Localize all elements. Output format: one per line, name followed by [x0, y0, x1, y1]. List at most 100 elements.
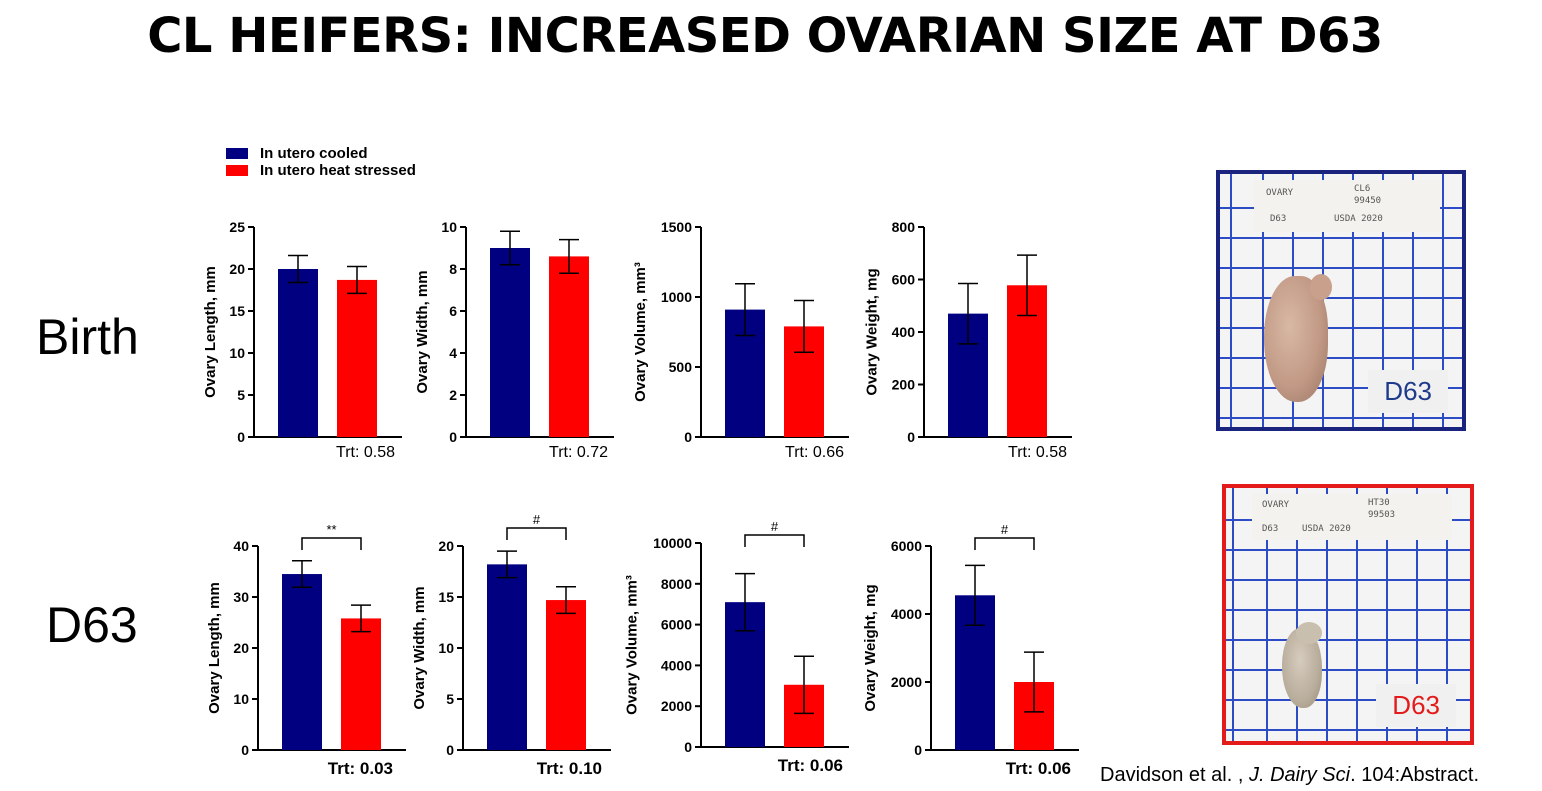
specimen-card: OVARY CL6 99450 D63 USDA 2020	[1254, 180, 1440, 232]
y-axis-label: Ovary Width, mm	[411, 586, 428, 709]
card-line-3: 99450	[1354, 196, 1382, 206]
legend-swatch-heat-stressed	[226, 165, 248, 176]
slide-title: CL HEIFERS: INCREASED OVARIAN SIZE AT D6…	[147, 8, 1383, 64]
y-tick-label: 1500	[661, 219, 692, 235]
y-tick-label: 20	[229, 261, 245, 277]
bar-heat-stressed	[549, 256, 589, 437]
y-tick-label: 15	[229, 303, 245, 319]
ovary-photo-heat-stressed: OVARY HT30 99503 D63 USDA 2020 D63	[1222, 484, 1474, 745]
y-tick-label: 1000	[661, 289, 692, 305]
ovary-photo-cooled: OVARY CL6 99450 D63 USDA 2020 D63	[1216, 170, 1466, 431]
y-tick-label: 10000	[653, 535, 692, 551]
y-tick-label: 30	[233, 589, 249, 605]
y-tick-label: 5	[446, 691, 454, 707]
y-tick-label: 10	[229, 345, 245, 361]
y-tick-label: 400	[892, 324, 916, 340]
card-line-4: D63	[1270, 214, 1287, 224]
y-tick-label: 10	[233, 691, 249, 707]
y-tick-label: 6	[449, 303, 457, 319]
bar-heat-stressed	[546, 600, 586, 750]
significance-marker: #	[771, 519, 779, 534]
card-line-4: D63	[1262, 524, 1279, 534]
legend-label-heat-stressed: In utero heat stressed	[260, 162, 416, 179]
y-axis-label: Ovary Volume, mm³	[624, 575, 641, 715]
treatment-p-value: Trt: 0.66	[785, 444, 844, 461]
significance-marker: #	[533, 512, 541, 527]
significance-bracket	[974, 537, 1035, 550]
y-tick-label: 4000	[661, 657, 692, 673]
y-tick-label: 0	[684, 739, 692, 755]
y-tick-label: 10	[441, 219, 457, 235]
y-tick-label: 5	[237, 387, 245, 403]
y-tick-label: 0	[241, 742, 249, 758]
bar-heat-stressed	[337, 279, 377, 437]
specimen-card: OVARY HT30 99503 D63 USDA 2020	[1252, 494, 1452, 540]
y-tick-label: 25	[229, 219, 245, 235]
citation-authors: Davidson et al. ,	[1100, 764, 1249, 786]
y-tick-label: 2	[449, 387, 457, 403]
y-tick-label: 4000	[891, 606, 922, 622]
bar-cooled	[278, 269, 318, 437]
photo-day-label: D63	[1376, 684, 1456, 727]
card-line-5: USDA 2020	[1334, 214, 1383, 224]
treatment-p-value: Trt: 0.10	[537, 759, 602, 778]
bar-cooled	[282, 574, 322, 750]
y-tick-label: 6000	[891, 538, 922, 554]
card-line-1: OVARY	[1262, 500, 1290, 510]
y-tick-label: 0	[907, 429, 915, 445]
ovary-specimen-lobe	[1310, 274, 1332, 300]
y-tick-label: 800	[892, 219, 916, 235]
treatment-p-value: Trt: 0.03	[328, 759, 393, 778]
y-tick-label: 40	[233, 538, 249, 554]
treatment-p-value: Trt: 0.06	[778, 756, 843, 775]
card-line-3: 99503	[1368, 510, 1396, 520]
significance-bracket	[506, 527, 567, 540]
y-axis-label: Ovary Weight, mg	[862, 584, 879, 711]
y-tick-label: 0	[237, 429, 245, 445]
y-axis-label: Ovary Volume, mm³	[632, 262, 649, 402]
card-line-5: USDA 2020	[1302, 524, 1351, 534]
y-tick-label: 0	[914, 742, 922, 758]
y-axis-label: Ovary Length, mm	[202, 266, 219, 398]
y-tick-label: 500	[669, 359, 693, 375]
card-line-1: OVARY	[1266, 188, 1294, 198]
y-axis-label: Ovary Width, mm	[414, 270, 431, 393]
photo-day-label: D63	[1368, 370, 1448, 413]
bar-heat-stressed	[341, 618, 381, 750]
legend-item-heat-stressed: In utero heat stressed	[226, 162, 416, 179]
legend: In utero cooled In utero heat stressed	[226, 145, 416, 179]
row-label-d63: D63	[46, 597, 138, 653]
card-line-2: HT30	[1368, 498, 1390, 508]
treatment-p-value: Trt: 0.72	[549, 444, 608, 461]
legend-item-cooled: In utero cooled	[226, 145, 416, 162]
ovary-specimen-lobe	[1296, 622, 1322, 644]
y-tick-label: 15	[438, 589, 454, 605]
y-tick-label: 0	[449, 429, 457, 445]
significance-bracket	[744, 534, 805, 547]
y-tick-label: 0	[446, 742, 454, 758]
treatment-p-value: Trt: 0.06	[1006, 759, 1071, 778]
citation-journal: J. Dairy Sci	[1248, 764, 1351, 786]
legend-label-cooled: In utero cooled	[260, 145, 368, 162]
y-tick-label: 20	[438, 538, 454, 554]
significance-marker: **	[326, 522, 336, 537]
y-tick-label: 4	[449, 345, 457, 361]
y-axis-label: Ovary Weight, mg	[864, 268, 881, 395]
y-axis-label: Ovary Length, mm	[206, 582, 223, 714]
significance-bracket	[301, 537, 362, 550]
y-tick-label: 8000	[661, 576, 692, 592]
y-tick-label: 20	[233, 640, 249, 656]
card-line-2: CL6	[1354, 184, 1371, 194]
citation-rest: . 104:Abstract.	[1350, 764, 1480, 786]
citation: Davidson et al. , J. Dairy Sci. 104:Abst…	[1100, 764, 1479, 787]
treatment-p-value: Trt: 0.58	[1008, 444, 1067, 461]
treatment-p-value: Trt: 0.58	[336, 444, 395, 461]
significance-marker: #	[1001, 522, 1009, 537]
y-tick-label: 2000	[891, 674, 922, 690]
y-tick-label: 10	[438, 640, 454, 656]
y-tick-label: 6000	[661, 617, 692, 633]
y-tick-label: 8	[449, 261, 457, 277]
row-label-birth: Birth	[36, 309, 139, 365]
legend-swatch-cooled	[226, 148, 248, 159]
bar-cooled	[487, 564, 527, 750]
